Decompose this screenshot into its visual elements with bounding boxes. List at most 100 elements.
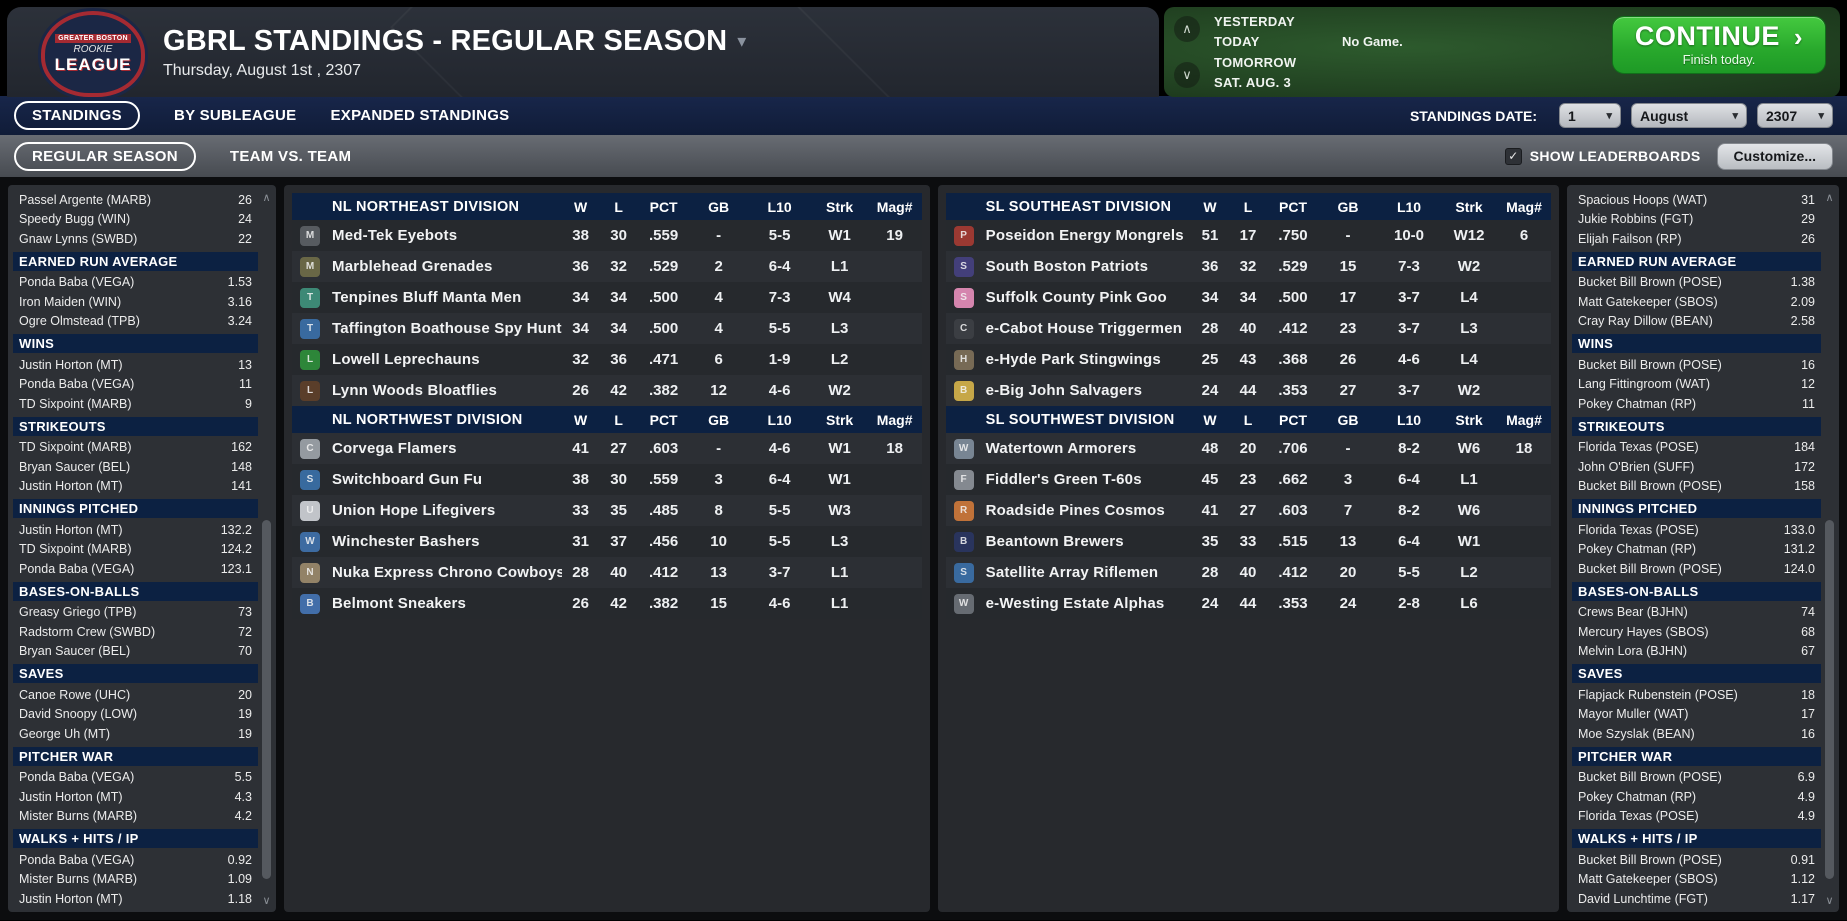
leaderboard-row[interactable]: Cray Ray Dillow (BEAN) 2.58 [1572, 312, 1821, 332]
team-row[interactable]: M Marblehead Grenades 36 32 .529 2 6-4 L1 [292, 251, 922, 282]
leaderboard-row[interactable]: Bucket Bill Brown (POSE) 124.0 [1572, 559, 1821, 579]
team-row[interactable]: T Tenpines Bluff Manta Men 34 34 .500 4 7-3 W4 [292, 282, 922, 313]
team-row[interactable]: C Corvega Flamers 41 27 .603 - 4-6 W1 18 [292, 433, 922, 464]
leaderboard-row[interactable]: Justin Horton (MT) 13 [13, 355, 258, 375]
leaderboard-row[interactable]: Justin Horton (MT) 141 [13, 477, 258, 497]
team-row[interactable]: M Med-Tek Eyebots 38 30 .559 - 5-5 W1 19 [292, 220, 922, 251]
leaderboard-row[interactable]: Speedy Bugg (WIN) 24 [13, 210, 258, 230]
leaderboard-row[interactable]: Pokey Chatman (RP) 11 [1572, 394, 1821, 414]
leaderboard-row[interactable]: Bucket Bill Brown (POSE) 1.38 [1572, 273, 1821, 293]
team-row[interactable]: N Nuka Express Chrono Cowboys 28 40 .412 13 3-… [292, 557, 922, 588]
schedule-day-next[interactable]: SAT. AUG. 3 [1214, 74, 1291, 90]
leaderboard-row[interactable]: Gnaw Lynns (SWBD) 22 [13, 229, 258, 249]
schedule-day-tomorrow[interactable]: TOMORROW [1214, 54, 1297, 70]
leaderboard-row[interactable]: Justin Horton (MT) 1.18 [13, 889, 258, 909]
leaderboard-row[interactable]: Mister Burns (MARB) 1.09 [13, 870, 258, 890]
scroll-down-icon[interactable]: ∨ [262, 894, 271, 907]
scrollbar-thumb[interactable] [1825, 519, 1834, 880]
leaderboard-row[interactable]: Justin Horton (MT) 132.2 [13, 520, 258, 540]
leaderboard-row[interactable]: Canoe Rowe (UHC) 20 [13, 685, 258, 705]
leaderboard-row[interactable]: Justin Horton (MT) 4.3 [13, 787, 258, 807]
team-row[interactable]: S Switchboard Gun Fu 38 30 .559 3 6-4 W1 [292, 464, 922, 495]
leaderboard-row[interactable]: Bucket Bill Brown (POSE) 158 [1572, 477, 1821, 497]
leaderboard-row[interactable]: Jukie Robbins (FGT) 29 [1572, 210, 1821, 230]
leaderboard-row[interactable]: Spacious Hoops (WAT) 31 [1572, 190, 1821, 210]
continue-button[interactable]: CONTINUE › Finish today. [1612, 16, 1826, 74]
leaderboard-row[interactable]: Mercury Hayes (SBOS) 68 [1572, 622, 1821, 642]
leaderboard-row[interactable]: Matt Gatekeeper (SBOS) 2.09 [1572, 292, 1821, 312]
team-row[interactable]: P Poseidon Energy Mongrels 51 17 .750 - 10-0 W1… [945, 220, 1551, 251]
customize-button[interactable]: Customize... [1716, 142, 1833, 170]
leaderboard-row[interactable]: Florida Texas (POSE) 133.0 [1572, 520, 1821, 540]
tab-regular-season[interactable]: REGULAR SEASON [14, 141, 196, 171]
team-row[interactable]: S Suffolk County Pink Goo 34 34 .500 17 3-7 L4 [945, 282, 1551, 313]
team-row[interactable]: S Satellite Array Riflemen 28 40 .412 20 5-5 L2 [945, 557, 1551, 588]
leaderboard-row[interactable]: TD Sixpoint (MARB) 124.2 [13, 540, 258, 560]
standings-date-day-select[interactable]: 1 ▾ [1559, 103, 1621, 128]
leaderboard-row[interactable]: Bucket Bill Brown (POSE) 16 [1572, 355, 1821, 375]
leaderboard-row[interactable]: Mayor Muller (WAT) 17 [1572, 705, 1821, 725]
team-row[interactable]: B Beantown Brewers 35 33 .515 13 6-4 W1 [945, 526, 1551, 557]
leaderboard-row[interactable]: Moe Szyslak (BEAN) 16 [1572, 724, 1821, 744]
leaderboard-row[interactable]: Ponda Baba (VEGA) 123.1 [13, 559, 258, 579]
team-row[interactable]: W Winchester Bashers 31 37 .456 10 5-5 L3 [292, 526, 922, 557]
leaderboard-row[interactable]: George Uh (MT) 19 [13, 724, 258, 744]
leaderboard-row[interactable]: Melvin Lora (BJHN) 67 [1572, 642, 1821, 662]
standings-date-month-select[interactable]: August ▾ [1631, 103, 1747, 128]
leaderboard-row[interactable]: Ponda Baba (VEGA) 0.92 [13, 850, 258, 870]
team-row[interactable]: R Roadside Pines Cosmos 41 27 .603 7 8-2 W6 [945, 495, 1551, 526]
standings-date-year-select[interactable]: 2307 ▾ [1757, 103, 1833, 128]
leaderboard-row[interactable]: Mister Burns (MARB) 4.2 [13, 807, 258, 827]
tab-team-vs-team[interactable]: TEAM VS. TEAM [229, 147, 352, 165]
leaderboard-row[interactable]: Crews Bear (BJHN) 74 [1572, 603, 1821, 623]
leaderboard-row[interactable]: Pokey Chatman (RP) 4.9 [1572, 787, 1821, 807]
team-row[interactable]: F Fiddler's Green T-60s 45 23 .662 3 6-4 L1 [945, 464, 1551, 495]
leaderboard-row[interactable]: David Snoopy (LOW) 19 [13, 705, 258, 725]
leaderboard-row[interactable]: Bucket Bill Brown (POSE) 0.91 [1572, 850, 1821, 870]
scroll-up-icon[interactable]: ∧ [1825, 191, 1834, 204]
tab-standings[interactable]: STANDINGS [14, 101, 140, 130]
schedule-down-icon[interactable]: ∨ [1174, 62, 1200, 88]
leaderboard-row[interactable]: Matt Gatekeeper (SBOS) 1.12 [1572, 870, 1821, 890]
leaderboard-row[interactable]: Bryan Saucer (BEL) 148 [13, 457, 258, 477]
leaderboard-row[interactable]: TD Sixpoint (MARB) 9 [13, 394, 258, 414]
leaderboard-row[interactable]: Ponda Baba (VEGA) 11 [13, 375, 258, 395]
leaderboard-row[interactable]: Lang Fittingroom (WAT) 12 [1572, 375, 1821, 395]
leaderboard-row[interactable]: Florida Texas (POSE) 4.9 [1572, 807, 1821, 827]
leaderboard-row[interactable]: Ponda Baba (VEGA) 5.5 [13, 768, 258, 788]
leaderboard-row[interactable]: Flapjack Rubenstein (POSE) 18 [1572, 685, 1821, 705]
tab-expanded-standings[interactable]: EXPANDED STANDINGS [330, 107, 510, 124]
leaderboard-row[interactable]: Ogre Olmstead (TPB) 3.24 [13, 312, 258, 332]
leaderboard-row[interactable]: Greasy Griego (TPB) 73 [13, 603, 258, 623]
chevron-down-icon[interactable]: ▾ [737, 30, 747, 51]
team-row[interactable]: S South Boston Patriots 36 32 .529 15 7-3 W2 [945, 251, 1551, 282]
tab-by-subleague[interactable]: BY SUBLEAGUE [173, 107, 297, 124]
leaderboard-row[interactable]: Radstorm Crew (SWBD) 72 [13, 622, 258, 642]
leaderboard-row[interactable]: Florida Texas (POSE) 184 [1572, 438, 1821, 458]
leaderboard-row[interactable]: Elijah Failson (RP) 26 [1572, 229, 1821, 249]
team-row[interactable]: U Union Hope Lifegivers 33 35 .485 8 5-5 W3 [292, 495, 922, 526]
leaderboard-row[interactable]: TD Sixpoint (MARB) 162 [13, 438, 258, 458]
schedule-up-icon[interactable]: ∧ [1174, 16, 1200, 42]
team-row[interactable]: B Belmont Sneakers 26 42 .382 15 4-6 L1 [292, 588, 922, 619]
show-leaderboards-checkbox[interactable]: ✓ [1504, 147, 1522, 165]
leaderboard-row[interactable]: Ponda Baba (VEGA) 1.53 [13, 273, 258, 293]
team-row[interactable]: W Watertown Armorers 48 20 .706 - 8-2 W6 18 [945, 433, 1551, 464]
scroll-down-icon[interactable]: ∨ [1825, 894, 1834, 907]
scrollbar-thumb[interactable] [262, 519, 271, 880]
scroll-up-icon[interactable]: ∧ [262, 191, 271, 204]
team-row[interactable]: L Lowell Leprechauns 32 36 .471 6 1-9 L2 [292, 344, 922, 375]
team-row[interactable]: L Lynn Woods Bloatflies 26 42 .382 12 4-6 W2 [292, 375, 922, 406]
leaderboard-row[interactable]: Bucket Bill Brown (POSE) 6.9 [1572, 768, 1821, 788]
leaderboard-row[interactable]: Passel Argente (MARB) 26 [13, 190, 258, 210]
leaderboard-row[interactable]: John O'Brien (SUFF) 172 [1572, 457, 1821, 477]
leaderboard-row[interactable]: Bryan Saucer (BEL) 70 [13, 642, 258, 662]
schedule-day-today[interactable]: TODAY [1214, 34, 1260, 50]
schedule-day-yesterday[interactable]: YESTERDAY [1214, 14, 1295, 29]
team-row[interactable]: T Taffington Boathouse Spy Hunters 34 34 .50… [292, 313, 922, 344]
leaderboard-row[interactable]: David Lunchtime (FGT) 1.17 [1572, 889, 1821, 909]
